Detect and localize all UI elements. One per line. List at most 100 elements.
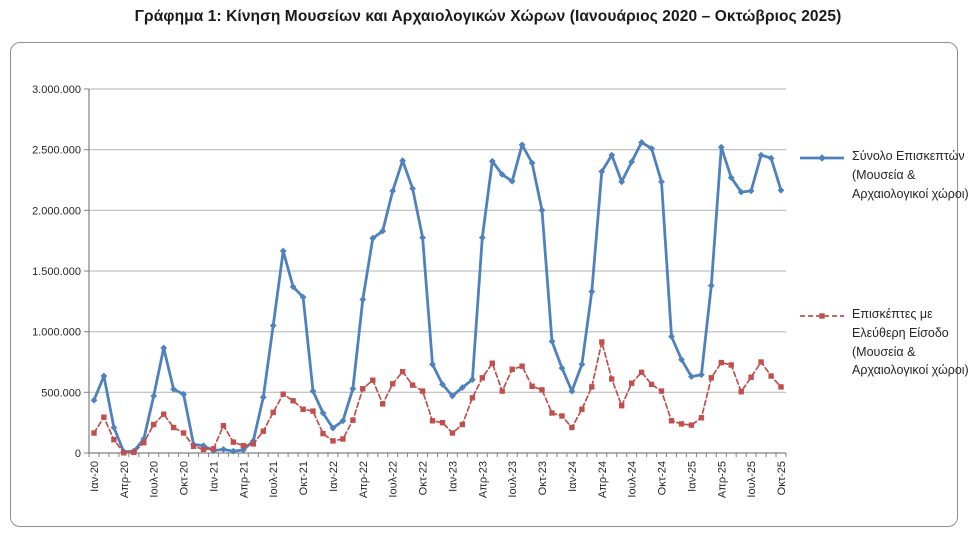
data-point-square (479, 375, 485, 381)
data-point-square (190, 443, 197, 449)
data-point-diamond (269, 322, 277, 329)
data-point-diamond (319, 409, 327, 417)
data-point-diamond (747, 187, 755, 195)
x-tick-label: Ιουλ-25 (746, 461, 758, 498)
data-point-square (380, 401, 386, 407)
data-point-diamond (757, 151, 765, 159)
data-point-diamond (478, 234, 486, 241)
data-point-diamond (170, 385, 177, 393)
data-point-diamond (698, 371, 705, 379)
free-entry-line (93, 341, 782, 454)
data-point-diamond (359, 296, 367, 303)
data-point-square (599, 339, 605, 345)
data-point-diamond (339, 417, 347, 425)
data-point-diamond (160, 344, 168, 352)
data-point-square (330, 438, 336, 444)
data-point-square (648, 381, 655, 388)
data-point-square (200, 446, 207, 453)
data-point-square (549, 410, 555, 416)
data-point-diamond (369, 234, 377, 242)
data-point-square (220, 423, 227, 429)
y-tick-label: 1.000.000 (32, 327, 81, 339)
x-tick-label: Ιαν-24 (567, 461, 579, 492)
data-point-diamond (379, 227, 387, 235)
data-point-square (449, 430, 456, 436)
data-point-diamond (299, 293, 307, 301)
x-tick-label: Οκτ-22 (418, 461, 430, 495)
y-tick-label: 2.000.000 (32, 205, 81, 217)
data-point-diamond (488, 157, 496, 165)
data-point-square (350, 417, 356, 423)
data-point-square (270, 409, 276, 416)
data-point-square (250, 441, 256, 447)
data-point-square (340, 436, 346, 442)
data-point-square (151, 421, 157, 428)
data-point-diamond (668, 333, 675, 340)
data-point-diamond (618, 178, 626, 186)
data-point-diamond (100, 372, 108, 380)
data-point-square (519, 363, 525, 369)
chart-frame: 0 500.000 1.000.000 1.500.000 2.000.000 2.500… (10, 42, 969, 527)
data-point-diamond (449, 392, 456, 400)
data-point-diamond (528, 159, 536, 167)
data-point-diamond (399, 157, 406, 164)
data-point-diamond (459, 384, 466, 391)
x-tick-label: Απρ-21 (238, 461, 250, 498)
data-point-square (758, 359, 764, 365)
y-tick-label: 0 (75, 448, 81, 460)
data-point-square (579, 406, 585, 412)
data-point-square (210, 446, 217, 452)
data-point-square (320, 430, 326, 437)
data-point-square (678, 421, 685, 427)
data-point-square (101, 414, 107, 420)
data-point-diamond (578, 361, 586, 368)
x-tick-label: Ιουλ-20 (149, 461, 161, 498)
data-point-square (718, 359, 724, 366)
data-point-diamond (588, 288, 596, 295)
data-point-diamond (289, 283, 297, 291)
data-point-square (638, 369, 645, 375)
x-tick-label: Ιουλ-21 (268, 461, 280, 498)
data-point-square (409, 382, 416, 388)
data-point-square (708, 375, 714, 381)
x-tick-label: Ιαν-20 (89, 461, 101, 492)
x-tick-label: Απρ-20 (119, 461, 131, 498)
data-point-square (131, 449, 137, 456)
data-point-diamond (558, 364, 566, 372)
data-point-diamond (180, 390, 187, 398)
data-point-diamond (409, 185, 416, 192)
x-tick-label: Οκτ-21 (298, 461, 310, 495)
x-tick-label: Ιουλ-22 (388, 461, 400, 498)
data-point-square (370, 377, 376, 383)
data-point-diamond (648, 145, 655, 152)
data-point-square (778, 384, 784, 390)
data-point-diamond (419, 234, 426, 241)
legend-label-total: Σύνολο Επισκεπτών (Μουσεία & Αρχαιολογικ… (852, 149, 969, 201)
data-point-diamond (230, 447, 237, 455)
data-point-diamond (110, 424, 118, 431)
data-point-diamond (90, 396, 98, 404)
data-point-square (290, 398, 296, 404)
legend-label-free: Επισκέπτες με Ελεύθερη Είσοδο (Μουσεία &… (852, 307, 969, 378)
data-point-square (260, 428, 266, 434)
data-point-square (658, 388, 665, 394)
data-point-square (280, 391, 286, 397)
data-point-square (748, 374, 754, 380)
data-point-square (459, 421, 466, 428)
data-point-square (539, 387, 545, 393)
data-point-diamond (259, 393, 267, 401)
x-tick-label: Ιαν-21 (209, 461, 221, 492)
total-visitors-line (92, 141, 783, 454)
data-point-square (161, 411, 167, 417)
data-point-square (489, 360, 495, 366)
x-tick-label: Ιαν-22 (328, 461, 340, 492)
data-point-square (728, 362, 734, 368)
data-point-square (180, 430, 187, 436)
data-point-diamond (140, 435, 148, 443)
data-point-square (399, 369, 406, 375)
data-point-square (629, 380, 635, 386)
data-point-diamond (727, 174, 735, 181)
data-point-diamond (717, 143, 725, 151)
legend-swatch-total-line-icon (800, 154, 844, 162)
